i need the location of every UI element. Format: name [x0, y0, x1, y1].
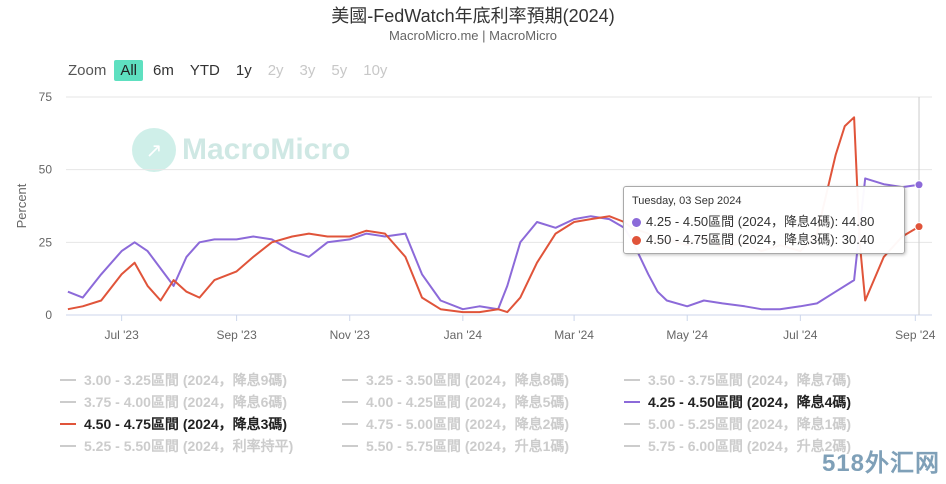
y-tick-label: 0: [45, 308, 52, 322]
legend-label: 3.75 - 4.00區間 (2024，降息6碼): [84, 394, 288, 410]
macromicro-logo-icon: ↗: [132, 128, 176, 172]
x-tick-label: Sep '24: [895, 328, 936, 342]
x-tick-label: May '24: [666, 328, 708, 342]
series-dot-icon: [632, 218, 641, 228]
legend-label: 3.50 - 3.75區間 (2024，降息7碼): [648, 372, 852, 388]
legend-label: 4.00 - 4.25區間 (2024，降息5碼): [366, 394, 570, 410]
x-tick-label: Nov '23: [330, 328, 371, 342]
zoom-10y-button[interactable]: 10y: [363, 62, 388, 79]
x-tick-label: Jul '24: [783, 328, 818, 342]
tooltip-row: 4.50 - 4.75區間 (2024，降息3碼): 30.40: [632, 229, 874, 248]
zoom-all-button[interactable]: All: [114, 60, 144, 81]
legend-item[interactable]: 5.25 - 5.50區間 (2024，利率持平): [60, 436, 293, 456]
legend-swatch-icon: [342, 445, 358, 447]
legend-label: 5.00 - 5.25區間 (2024，降息1碼): [648, 416, 852, 432]
series-dot-icon: [632, 236, 641, 246]
watermark-text: MacroMicro: [182, 133, 351, 166]
legend-swatch-icon: [624, 445, 640, 447]
tooltip-row-text: 4.25 - 4.50區間 (2024，降息4碼): 44.80: [646, 214, 875, 229]
tooltip-row-text: 4.50 - 4.75區間 (2024，降息3碼): 30.40: [646, 232, 875, 247]
legend-item[interactable]: 3.00 - 3.25區間 (2024，降息9碼): [60, 370, 287, 390]
legend-label: 4.75 - 5.00區間 (2024，降息2碼): [366, 416, 570, 432]
legend-swatch-icon: [60, 401, 76, 403]
corner-watermark: 518外汇网: [821, 450, 940, 477]
legend-item[interactable]: 3.50 - 3.75區間 (2024，降息7碼): [624, 370, 851, 390]
legend-item[interactable]: 5.00 - 5.25區間 (2024，降息1碼): [624, 414, 851, 434]
legend-label: 5.50 - 5.75區間 (2024，升息1碼): [366, 438, 570, 454]
legend-swatch-icon: [342, 423, 358, 425]
legend-swatch-icon: [342, 401, 358, 403]
legend-swatch-icon: [60, 379, 76, 381]
zoom-3y-button[interactable]: 3y: [299, 62, 316, 79]
y-axis-title: Percent: [14, 183, 29, 228]
zoom-2y-button[interactable]: 2y: [267, 62, 284, 79]
legend-swatch-icon: [60, 423, 76, 425]
x-tick-label: Jul '23: [104, 328, 139, 342]
y-tick-label: 75: [39, 90, 53, 104]
legend-item[interactable]: 5.50 - 5.75區間 (2024，升息1碼): [342, 436, 569, 456]
legend-label: 4.50 - 4.75區間 (2024，降息3碼): [84, 416, 288, 432]
series-marker: [914, 180, 924, 190]
legend-item[interactable]: 4.75 - 5.00區間 (2024，降息2碼): [342, 414, 569, 434]
legend-item[interactable]: 4.50 - 4.75區間 (2024，降息3碼): [60, 414, 287, 434]
chart-subtitle: MacroMicro.me | MacroMicro: [388, 28, 558, 43]
legend-swatch-icon: [342, 379, 358, 381]
x-tick-label: Sep '23: [216, 328, 257, 342]
legend-item[interactable]: 3.25 - 3.50區間 (2024，降息8碼): [342, 370, 569, 390]
tooltip-row: 4.25 - 4.50區間 (2024，降息4碼): 44.80: [632, 211, 874, 230]
legend-item[interactable]: 3.75 - 4.00區間 (2024，降息6碼): [60, 392, 287, 412]
legend-item[interactable]: 4.25 - 4.50區間 (2024，降息4碼): [624, 392, 851, 412]
zoom-label: Zoom: [68, 62, 107, 79]
legend-item[interactable]: 5.75 - 6.00區間 (2024，升息2碼): [624, 436, 851, 456]
zoom-1y-button[interactable]: 1y: [235, 62, 252, 79]
zoom-5y-button[interactable]: 5y: [331, 62, 348, 79]
x-tick-label: Mar '24: [554, 328, 594, 342]
legend-swatch-icon: [624, 423, 640, 425]
watermark-logo: ↗ MacroMicro: [132, 128, 350, 172]
legend-swatch-icon: [624, 401, 640, 403]
y-tick-label: 25: [39, 235, 53, 249]
zoom-toolbar: Zoom All 6m YTD 1y 2y 3y 5y 10y: [68, 60, 397, 81]
legend-label: 3.25 - 3.50區間 (2024，降息8碼): [366, 372, 570, 388]
zoom-6m-button[interactable]: 6m: [153, 62, 174, 79]
legend-label: 5.25 - 5.50區間 (2024，利率持平): [84, 438, 294, 454]
legend-swatch-icon: [60, 445, 76, 447]
series-marker: [914, 222, 924, 232]
chart-title: 美國-FedWatch年底利率預期(2024): [331, 6, 615, 26]
chart-tooltip: Tuesday, 03 Sep 2024 4.25 - 4.50區間 (2024…: [623, 186, 905, 254]
legend-label: 3.00 - 3.25區間 (2024，降息9碼): [84, 372, 288, 388]
legend-label: 4.25 - 4.50區間 (2024，降息4碼): [648, 394, 852, 410]
zoom-ytd-button[interactable]: YTD: [189, 62, 220, 79]
y-tick-label: 50: [39, 163, 53, 177]
x-tick-label: Jan '24: [444, 328, 483, 342]
legend-label: 5.75 - 6.00區間 (2024，升息2碼): [648, 438, 852, 454]
series-line: [67, 177, 920, 311]
legend-item[interactable]: 4.00 - 4.25區間 (2024，降息5碼): [342, 392, 569, 412]
tooltip-date: Tuesday, 03 Sep 2024: [632, 195, 742, 207]
legend-swatch-icon: [624, 379, 640, 381]
